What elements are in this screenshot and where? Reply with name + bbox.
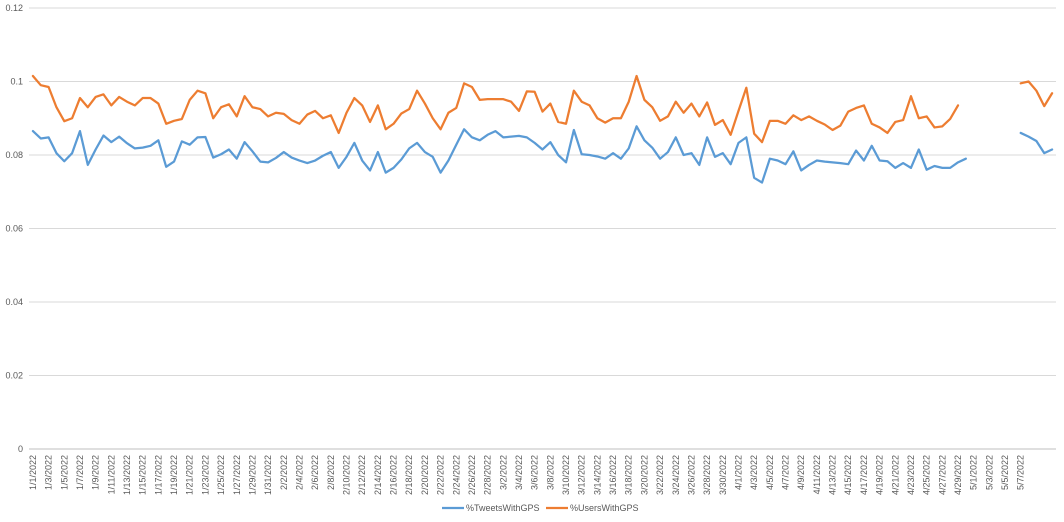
x-tick-label: 2/2/2022 [279, 455, 289, 490]
y-tick-label: 0.1 [10, 77, 23, 87]
x-tick-label: 1/21/2022 [185, 455, 195, 495]
series-line-tweets-with-gps [31, 125, 1054, 184]
x-tick-label: 2/28/2022 [483, 455, 493, 495]
x-tick-label: 4/13/2022 [828, 455, 838, 495]
x-tick-label: 3/16/2022 [608, 455, 618, 495]
x-tick-label: 3/24/2022 [671, 455, 681, 495]
x-tick-label: 1/17/2022 [153, 455, 163, 495]
x-tick-label: 2/8/2022 [326, 455, 336, 490]
x-tick-label: 1/13/2022 [122, 455, 132, 495]
x-tick-label: 4/5/2022 [765, 455, 775, 490]
x-tick-label: 3/20/2022 [639, 455, 649, 495]
x-tick-label: 2/22/2022 [436, 455, 446, 495]
x-tick-label: 1/5/2022 [59, 455, 69, 490]
x-tick-label: 1/11/2022 [106, 455, 116, 494]
x-tick-label: 3/4/2022 [514, 455, 524, 490]
x-tick-label: 1/9/2022 [91, 455, 101, 490]
x-tick-label: 3/26/2022 [686, 455, 696, 495]
y-tick-label: 0.06 [5, 224, 23, 234]
gridlines [29, 7, 1056, 376]
x-tick-label: 3/28/2022 [702, 455, 712, 495]
x-tick-label: 2/24/2022 [451, 455, 461, 495]
x-tick-label: 2/4/2022 [294, 455, 304, 490]
x-tick-label: 1/27/2022 [232, 455, 242, 495]
x-tick-label: 1/3/2022 [44, 455, 54, 490]
x-tick-label: 4/15/2022 [843, 455, 853, 495]
y-tick-label: 0.04 [5, 297, 23, 307]
x-tick-label: 4/29/2022 [953, 455, 963, 495]
x-tick-label: 5/3/2022 [984, 455, 994, 490]
x-tick-label: 1/19/2022 [169, 455, 179, 495]
legend: %TweetsWithGPS %UsersWithGPS [442, 503, 639, 513]
x-tick-label: 1/29/2022 [247, 455, 257, 495]
x-tick-label: 4/7/2022 [781, 455, 791, 490]
x-tick-label: 4/11/2022 [812, 455, 822, 494]
x-tick-label: 2/10/2022 [342, 455, 352, 495]
x-tick-label: 2/18/2022 [404, 455, 414, 495]
x-tick-label: 3/22/2022 [655, 455, 665, 495]
x-tick-label: 3/30/2022 [718, 455, 728, 495]
x-tick-label: 4/27/2022 [937, 455, 947, 495]
x-tick-label: 2/26/2022 [467, 455, 477, 495]
x-tick-label: 1/31/2022 [263, 455, 273, 495]
x-tick-label: 1/1/2022 [28, 455, 38, 490]
x-tick-label: 4/19/2022 [875, 455, 885, 495]
x-tick-label: 5/5/2022 [1000, 455, 1010, 490]
x-tick-label: 4/9/2022 [796, 455, 806, 490]
legend-label: %UsersWithGPS [570, 503, 639, 513]
y-tick-label: 0 [18, 444, 23, 454]
x-tick-label: 3/12/2022 [577, 455, 587, 495]
x-tick-label: 1/25/2022 [216, 455, 226, 495]
x-tick-label: 3/14/2022 [592, 455, 602, 495]
x-tick-label: 4/3/2022 [749, 455, 759, 490]
x-tick-label: 2/20/2022 [420, 455, 430, 495]
x-tick-label: 2/12/2022 [357, 455, 367, 495]
x-tick-label: 2/6/2022 [310, 455, 320, 490]
series-line-users-with-gps [31, 74, 1054, 144]
x-tick-label: 4/17/2022 [859, 455, 869, 495]
x-tick-label: 5/7/2022 [1016, 455, 1026, 490]
x-tick-label: 3/2/2022 [498, 455, 508, 490]
x-tick-label: 1/15/2022 [138, 455, 148, 495]
x-tick-label: 2/16/2022 [389, 455, 399, 495]
x-tick-label: 1/7/2022 [75, 455, 85, 490]
x-tick-label: 5/1/2022 [969, 455, 979, 490]
x-tick-label: 4/23/2022 [906, 455, 916, 495]
x-tick-label: 4/25/2022 [922, 455, 932, 495]
x-tick-label: 3/8/2022 [545, 455, 555, 490]
y-axis-tick-labels: 0 0.02 0.04 0.06 0.08 0.1 0.12 [5, 3, 23, 454]
x-tick-label: 3/6/2022 [530, 455, 540, 490]
y-tick-label: 0.08 [5, 150, 23, 160]
y-tick-label: 0.12 [5, 3, 23, 13]
series-lines [31, 74, 1054, 184]
x-tick-label: 4/1/2022 [733, 455, 743, 490]
x-tick-label: 3/18/2022 [624, 455, 634, 495]
legend-label: %TweetsWithGPS [466, 503, 540, 513]
y-tick-label: 0.02 [5, 371, 23, 381]
x-tick-label: 3/10/2022 [561, 455, 571, 495]
x-tick-label: 1/23/2022 [200, 455, 210, 495]
x-axis-tick-labels: 1/1/2022 1/3/2022 1/5/2022 1/7/2022 1/9/2022… [28, 455, 1026, 495]
x-tick-label: 2/14/2022 [373, 455, 383, 495]
x-tick-label: 4/21/2022 [890, 455, 900, 495]
